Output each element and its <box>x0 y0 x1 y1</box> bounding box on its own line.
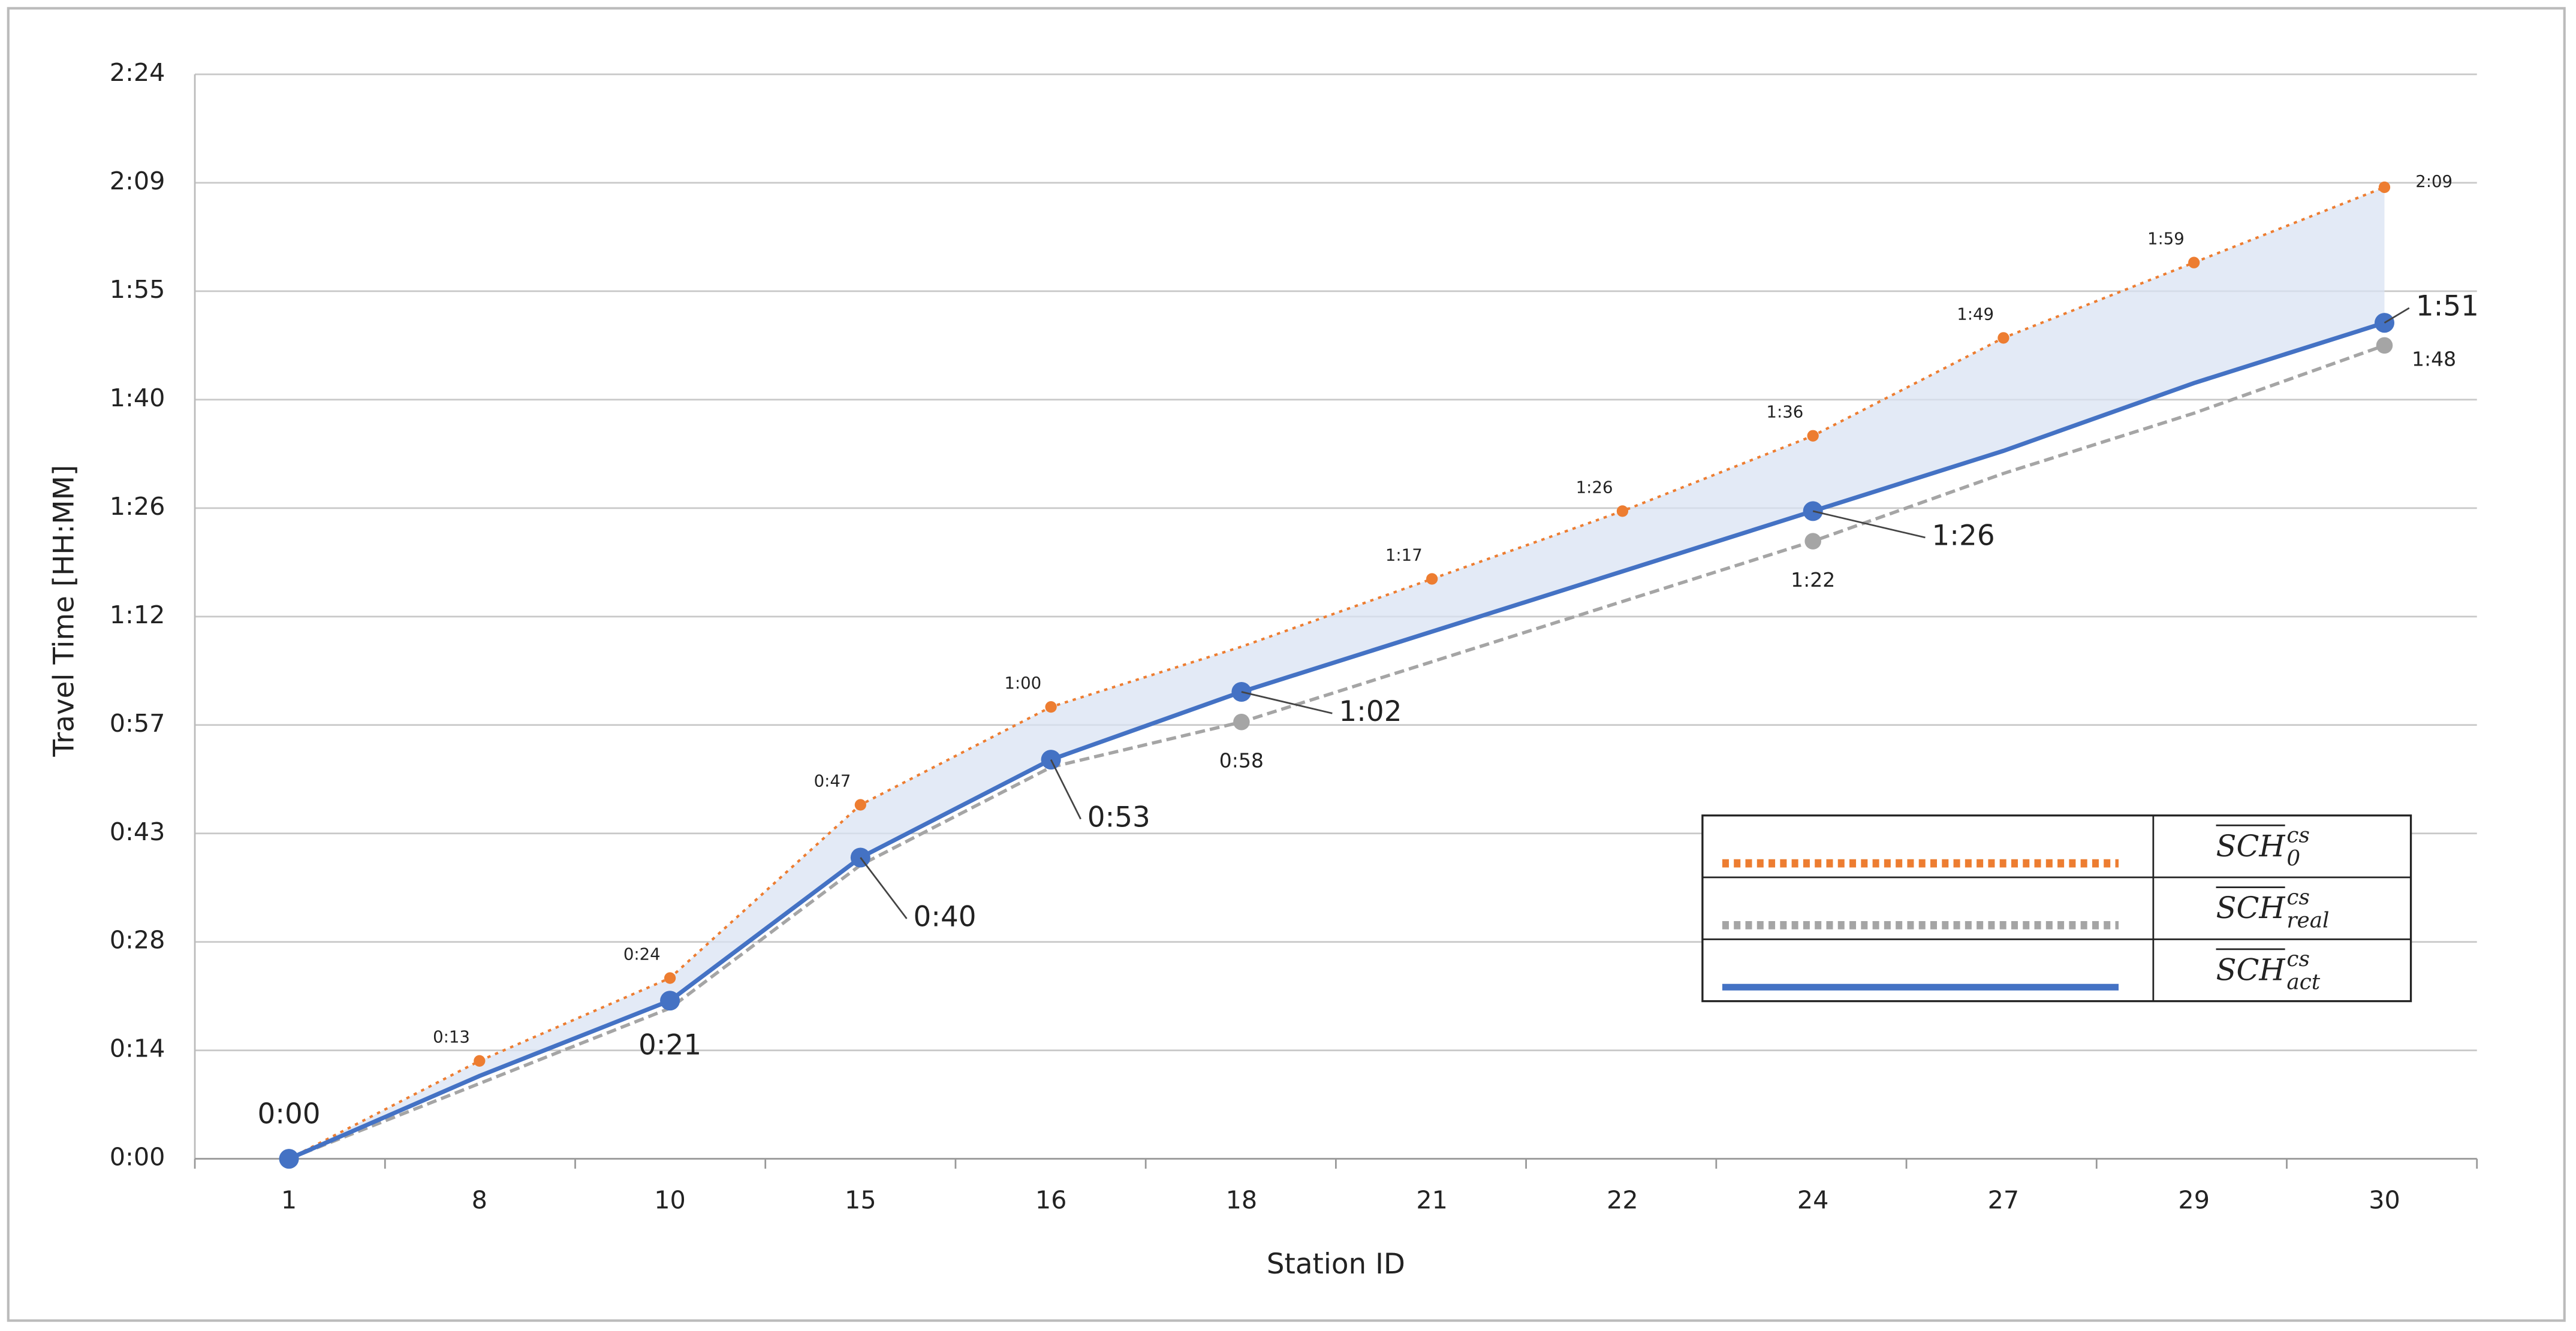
data-label: 0:53 <box>1087 801 1150 834</box>
data-point <box>2376 337 2393 354</box>
x-tick-label: 29 <box>2178 1185 2210 1214</box>
data-point <box>2188 256 2200 268</box>
data-point <box>1045 701 1057 713</box>
x-tick-label: 18 <box>1226 1185 1258 1214</box>
data-point <box>1807 430 1819 442</box>
leader-line <box>860 857 908 919</box>
data-label: 1:36 <box>1766 403 1803 422</box>
y-tick-label: 1:40 <box>110 384 165 412</box>
legend-box <box>1701 814 2412 1003</box>
legend-subscript: act <box>2286 970 2320 995</box>
series-line <box>288 343 2385 1161</box>
data-point <box>1233 713 1250 731</box>
data-label: 1:49 <box>1957 304 1994 324</box>
data-label: 0:13 <box>433 1028 470 1047</box>
legend-name: SCH <box>2216 829 2286 864</box>
x-tick-label: 15 <box>845 1185 876 1214</box>
data-label: 1:51 <box>2416 290 2479 322</box>
y-tick-label: 0:28 <box>110 926 165 955</box>
legend-label: SCH cs real <box>2216 885 2330 933</box>
leader-line <box>2384 307 2410 324</box>
data-point <box>1616 505 1629 517</box>
data-label: 0:47 <box>814 771 851 790</box>
data-label: 1:00 <box>1004 674 1041 693</box>
x-tick-label: 27 <box>1988 1185 2020 1214</box>
data-label: 0:00 <box>257 1098 320 1131</box>
data-label: 0:58 <box>1219 749 1264 772</box>
legend-superscript: cs <box>2286 885 2309 910</box>
legend-superscript: cs <box>2286 823 2309 848</box>
y-tick-label: 1:55 <box>110 275 165 304</box>
x-tick-label: 16 <box>1035 1185 1067 1214</box>
x-tick-label: 1 <box>281 1185 297 1214</box>
leader-line <box>1050 759 1081 820</box>
data-point <box>474 1055 486 1067</box>
series-line <box>288 186 2385 1160</box>
leader-line <box>1812 510 1926 539</box>
data-label: 1:02 <box>1339 696 1402 728</box>
data-label: 0:21 <box>638 1029 701 1061</box>
data-point <box>854 799 866 811</box>
data-label: 1:48 <box>2412 348 2456 371</box>
data-label: 1:26 <box>1932 520 1994 552</box>
y-tick-label: 2:24 <box>110 58 165 87</box>
y-tick-label: 0:43 <box>110 817 165 846</box>
data-point <box>1426 573 1438 585</box>
y-tick-label: 2:09 <box>110 167 165 195</box>
data-point <box>664 972 676 984</box>
legend-subscript: 0 <box>2286 846 2300 871</box>
x-tick-label: 30 <box>2369 1185 2400 1214</box>
x-tick-label: 22 <box>1607 1185 1638 1214</box>
band-fill <box>289 187 2385 1159</box>
y-tick-label: 1:26 <box>110 492 165 521</box>
data-point <box>1997 332 2009 344</box>
data-label: 1:59 <box>2147 230 2185 249</box>
series-line <box>288 321 2385 1161</box>
data-point <box>660 991 680 1011</box>
data-label: 1:17 <box>1385 545 1423 565</box>
y-tick-label: 1:12 <box>110 600 165 629</box>
x-tick-label: 21 <box>1416 1185 1448 1214</box>
x-axis-title: Station ID <box>1267 1248 1405 1281</box>
y-tick-label: 0:57 <box>110 709 165 738</box>
leader-line <box>1241 691 1333 714</box>
y-tick-label: 0:14 <box>110 1034 165 1063</box>
data-label: 1:22 <box>1791 568 1835 591</box>
data-label: 2:09 <box>2415 172 2453 191</box>
data-label: 0:40 <box>913 901 976 933</box>
legend-subscript: real <box>2286 908 2329 932</box>
legend-label: SCH cs act <box>2216 947 2321 995</box>
data-label: 0:24 <box>623 944 661 964</box>
data-point <box>279 1149 299 1169</box>
x-tick-label: 8 <box>472 1185 487 1214</box>
y-tick-label: 0:00 <box>110 1143 165 1172</box>
y-axis-title: Travel Time [HH:MM] <box>49 465 81 757</box>
legend-name: SCH <box>2216 952 2286 987</box>
legend-label: SCH cs 0 <box>2216 823 2310 871</box>
x-tick-label: 10 <box>654 1185 686 1214</box>
data-point <box>1804 533 1821 550</box>
x-tick-label: 24 <box>1797 1185 1829 1214</box>
data-label: 1:26 <box>1576 478 1613 497</box>
legend-superscript: cs <box>2286 947 2309 971</box>
legend-name: SCH <box>2216 891 2286 925</box>
data-point <box>2378 181 2391 194</box>
